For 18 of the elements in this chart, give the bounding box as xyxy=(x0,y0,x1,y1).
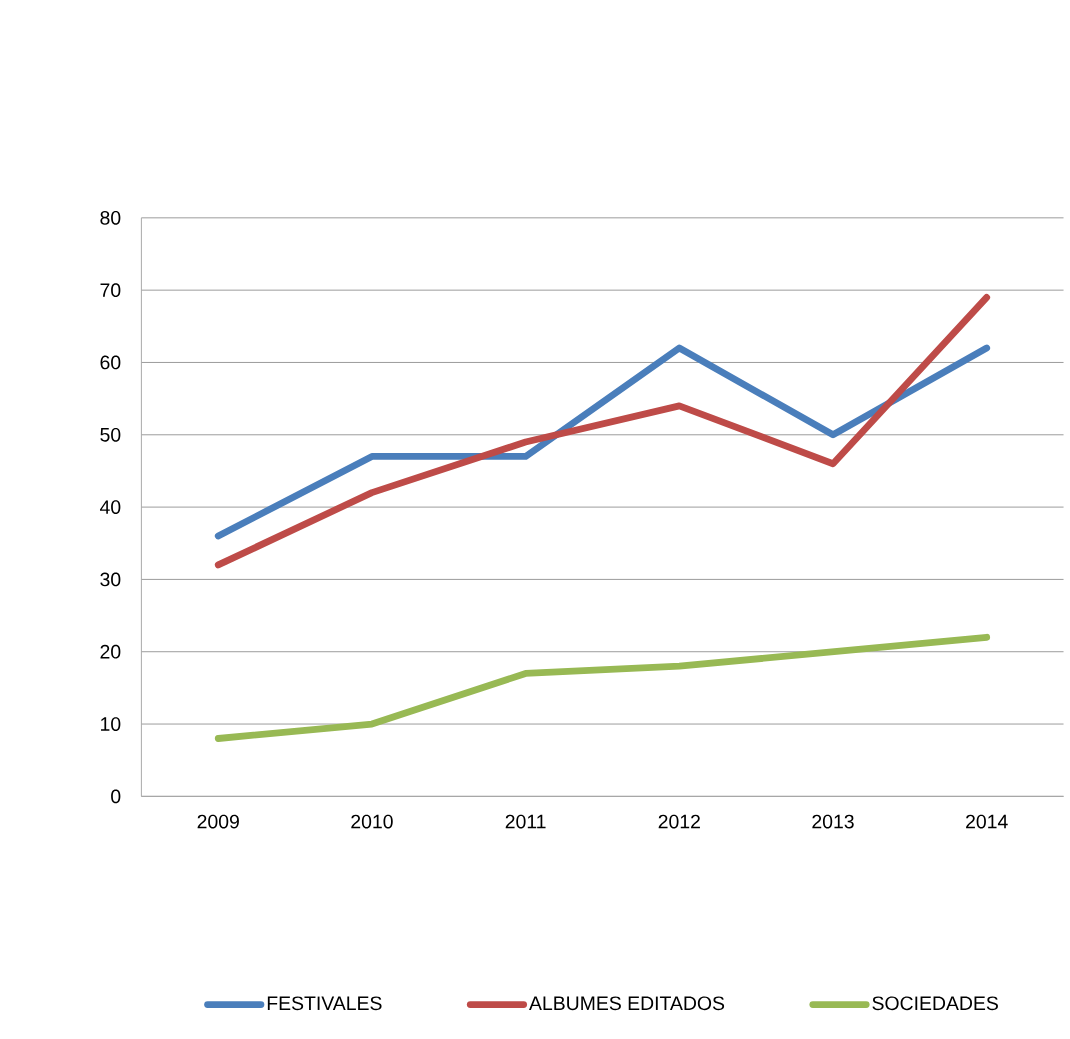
x-tick-label: 2011 xyxy=(505,814,546,829)
y-tick-label: 80 xyxy=(100,211,121,225)
y-tick-label: 10 xyxy=(101,717,121,732)
legend-label: FESTIVALES xyxy=(267,996,382,1011)
legend-label: ALBUMES EDITADOS xyxy=(529,996,725,1011)
y-tick-label: 50 xyxy=(100,428,121,442)
y-tick-label: 30 xyxy=(100,572,121,587)
x-tick-label: 2010 xyxy=(351,814,393,829)
y-tick-label: 20 xyxy=(100,645,121,659)
x-tick-label: 2012 xyxy=(658,814,700,829)
x-tick-label: 2014 xyxy=(966,814,1008,829)
x-tick-label: 2013 xyxy=(812,814,854,829)
y-tick-label: 60 xyxy=(100,355,121,370)
y-tick-label: 40 xyxy=(99,500,121,515)
x-tick-label: 2009 xyxy=(197,814,239,829)
y-tick-label: 0 xyxy=(111,789,121,804)
legend-label: SOCIEDADES xyxy=(872,996,998,1011)
y-tick-label: 70 xyxy=(100,283,121,298)
